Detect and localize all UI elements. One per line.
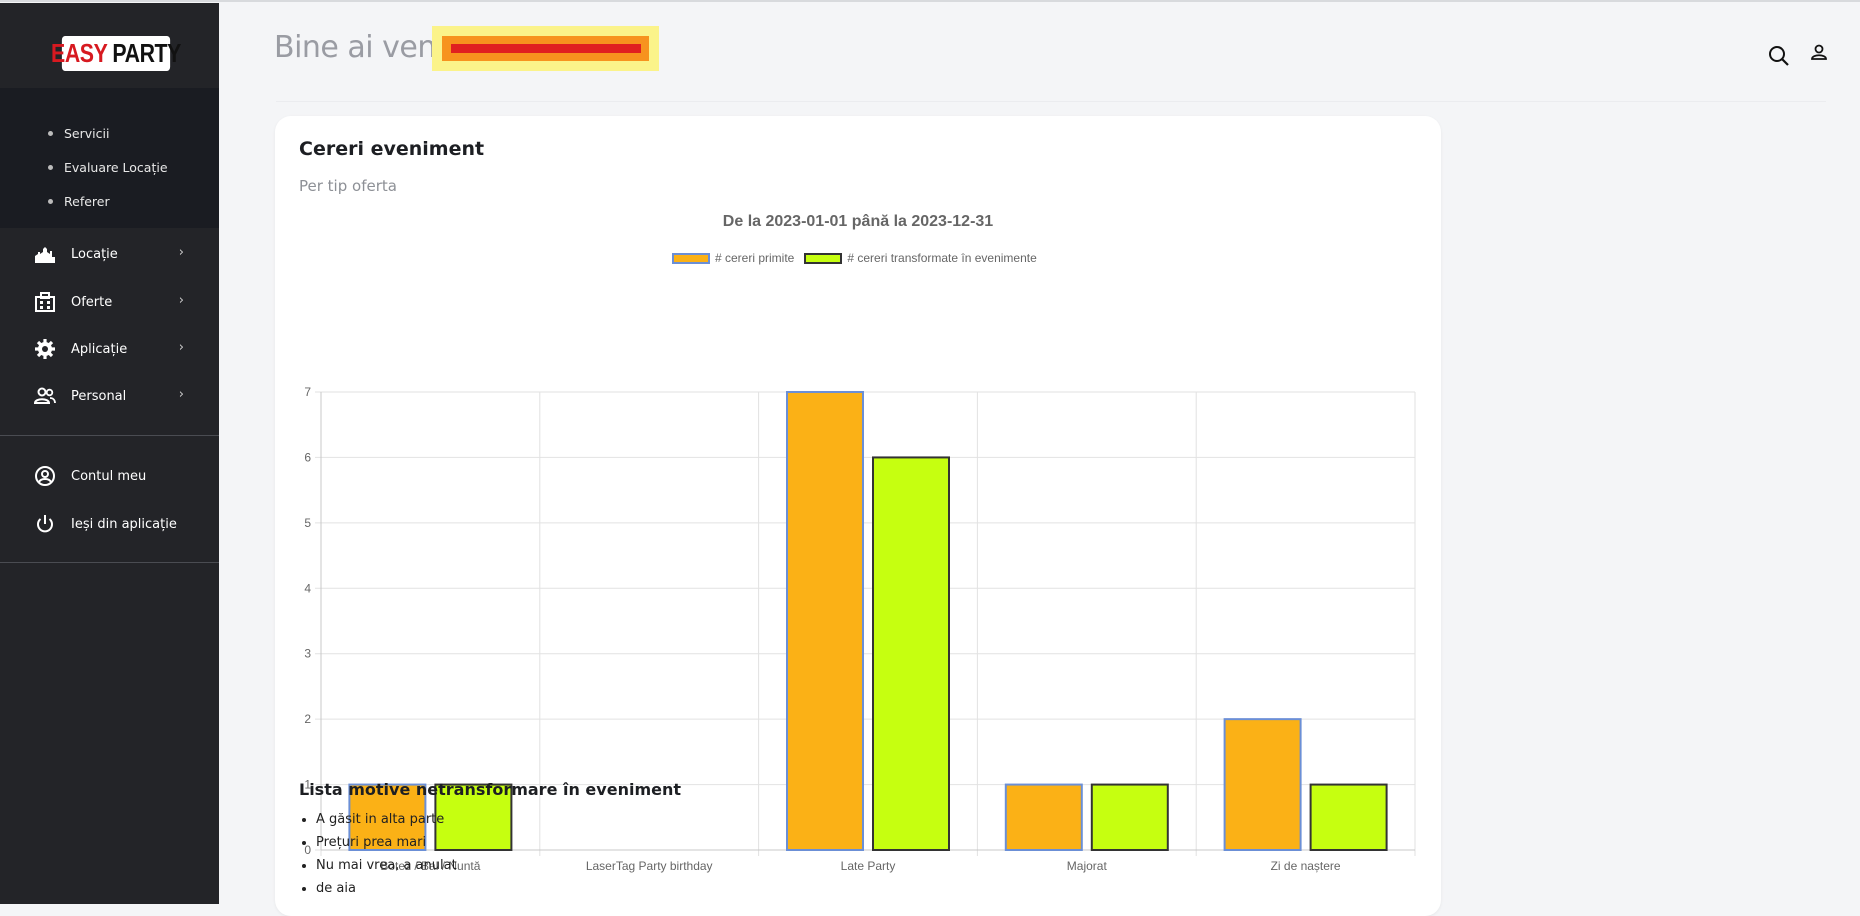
sidebar-item-logout[interactable]: Ieși din aplicație	[34, 512, 184, 536]
sidebar-item-locatie[interactable]: Locație ›	[34, 242, 184, 266]
people-icon	[34, 385, 56, 407]
sidebar-item-label: Aplicație	[71, 341, 128, 357]
building-icon	[34, 291, 56, 313]
redaction-bar	[451, 44, 641, 53]
sidebar-item-label: Ieși din aplicație	[71, 516, 177, 532]
sidebar: EASY PARTY Evenimente Servicii Evaluare …	[0, 3, 219, 904]
sidebar-item-label: Contul meu	[71, 468, 147, 484]
x-tick-label: LaserTag Party birthday	[586, 859, 713, 873]
chart-bar	[434, 783, 513, 851]
header-divider	[276, 101, 1826, 102]
submenu-label: Evenimente	[64, 87, 139, 102]
y-tick-label: 5	[304, 516, 311, 530]
submenu-item-evaluare-locatie[interactable]: Evaluare Locație	[48, 160, 168, 175]
logo-text-party: PARTY	[112, 38, 181, 68]
gear-icon	[34, 338, 56, 360]
y-tick-label: 2	[304, 712, 311, 726]
legend-label: # cereri transformate în evenimente	[847, 251, 1037, 265]
chart-bar	[786, 391, 864, 851]
submenu-label: Referer	[64, 194, 110, 209]
list-item: Prețuri prea mari	[316, 831, 457, 854]
top-border	[0, 0, 1860, 2]
list-item: A găsit in alta parte	[316, 808, 457, 831]
sidebar-item-label: Personal	[71, 388, 127, 404]
legend-item-converted[interactable]: # cereri transformate în evenimente	[804, 251, 1037, 265]
sidebar-item-contul-meu[interactable]: Contul meu	[34, 464, 184, 488]
bullet-icon	[48, 199, 53, 204]
submenu-label: Servicii	[64, 126, 110, 141]
chart-bar	[872, 456, 950, 852]
chart-bar	[348, 783, 427, 851]
logo-text-easy: EASY	[51, 38, 108, 68]
user-icon[interactable]	[1808, 41, 1832, 65]
chevron-right-icon: ›	[178, 245, 184, 260]
bar-chart: 0 1 2 3 4 5 6 7 Botez / Bal / Nuntă LaserTag Part…	[304, 385, 1416, 873]
x-tick-label: Botez / Bal / Nuntă	[380, 859, 480, 873]
submenu-label: Evaluare Locație	[64, 160, 168, 175]
sidebar-item-label: Locație	[71, 246, 118, 262]
list-item: de aia	[316, 877, 457, 900]
sidebar-divider	[0, 562, 219, 563]
search-icon[interactable]	[1767, 44, 1791, 68]
submenu-item-referer[interactable]: Referer	[48, 194, 110, 209]
reasons-list-title: Lista motive netransformare în eveniment	[299, 780, 681, 799]
power-icon	[34, 513, 56, 535]
sidebar-submenu: Evenimente Servicii Evaluare Locație Ref…	[0, 88, 219, 228]
sidebar-item-oferte[interactable]: Oferte ›	[34, 290, 184, 314]
bullet-icon	[48, 165, 53, 170]
chevron-right-icon: ›	[178, 387, 184, 402]
y-tick-label: 1	[304, 778, 311, 792]
list-item: Nu mai vrea, a anulat	[316, 854, 457, 877]
redacted-username	[432, 26, 659, 71]
x-tick-label: Majorat	[1067, 859, 1108, 873]
y-tick-label: 7	[304, 385, 311, 399]
easy-party-logo[interactable]: EASY PARTY	[51, 36, 181, 71]
legend-label: # cereri primite	[715, 251, 795, 265]
castle-icon	[34, 243, 56, 265]
chevron-right-icon: ›	[178, 293, 184, 308]
x-tick-label: Zi de naștere	[1271, 859, 1341, 873]
y-tick-label: 3	[304, 647, 311, 661]
chart-bar	[1309, 783, 1388, 851]
legend-swatch-received	[672, 252, 710, 264]
reasons-list: A găsit in alta parte Prețuri prea mari …	[299, 808, 457, 900]
chevron-right-icon: ›	[178, 340, 184, 355]
user-circle-icon	[34, 465, 56, 487]
chart-bar	[1004, 783, 1083, 851]
card-subtitle: Per tip oferta	[299, 177, 397, 195]
sidebar-divider	[0, 435, 219, 436]
card-title: Cereri eveniment	[299, 138, 485, 160]
y-tick-label: 4	[304, 581, 311, 595]
submenu-item-evenimente[interactable]: Evenimente	[48, 87, 139, 102]
sidebar-item-personal[interactable]: Personal ›	[34, 384, 184, 408]
sidebar-item-label: Oferte	[71, 294, 113, 310]
x-tick-label: Late Party	[841, 859, 896, 873]
legend-swatch-converted	[804, 252, 843, 264]
submenu-item-servicii[interactable]: Servicii	[48, 126, 109, 141]
chart-title: De la 2023-01-01 până la 2023-12-31	[722, 213, 994, 230]
bullet-icon	[48, 92, 53, 97]
y-tick-label: 0	[304, 843, 311, 857]
legend-item-received[interactable]: # cereri primite	[672, 251, 794, 265]
chart-bar	[1090, 783, 1169, 851]
sidebar-item-aplicatie[interactable]: Aplicație ›	[34, 337, 184, 361]
chart-legend: # cereri primite # cereri transformate î…	[672, 251, 1047, 265]
chart-bar	[1223, 718, 1302, 851]
requests-card: Cereri eveniment Per tip oferta De la 20…	[275, 116, 1441, 916]
bullet-icon	[48, 131, 53, 136]
y-tick-label: 6	[304, 450, 311, 464]
